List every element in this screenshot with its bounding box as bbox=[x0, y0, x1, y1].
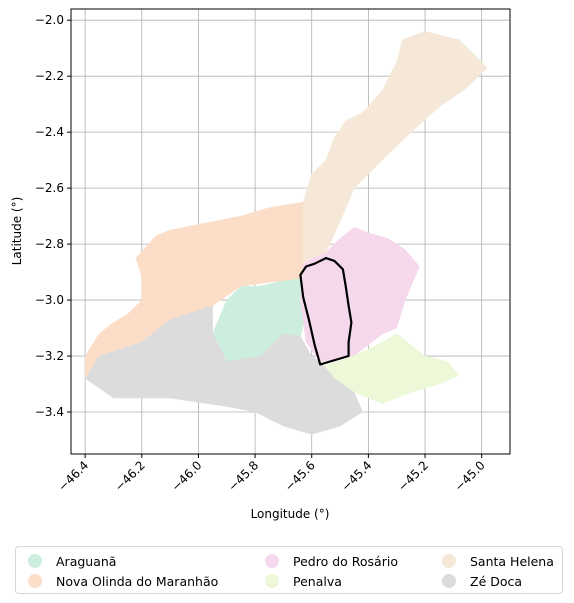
legend-swatch-araguana bbox=[28, 554, 42, 568]
legend-swatch-pedro-do-rosario bbox=[265, 554, 279, 568]
legend-item-penalva: Penalva bbox=[265, 572, 342, 590]
legend-item-santa-helena: Santa Helena bbox=[442, 552, 554, 570]
legend-item-nova-olinda: Nova Olinda do Maranhão bbox=[28, 572, 218, 590]
map-figure: −46.4 −46.2 −46.0 −45.8 −45.6 −45.4 −45.2 −45.0… bbox=[0, 0, 574, 540]
legend-label: Santa Helena bbox=[470, 554, 554, 569]
x-tick-label: −45.8 bbox=[225, 458, 261, 494]
x-tick-label: −45.2 bbox=[395, 458, 431, 494]
legend-swatch-santa-helena bbox=[442, 554, 456, 568]
y-axis-title: Latitude (°) bbox=[10, 197, 24, 266]
regions-layer bbox=[85, 31, 487, 434]
y-tick-label: −3.0 bbox=[35, 293, 64, 307]
legend-item-araguana: Araguanã bbox=[28, 552, 116, 570]
x-tick-label: −45.4 bbox=[339, 458, 375, 494]
y-tick-label: −2.2 bbox=[35, 69, 64, 83]
x-axis-title: Longitude (°) bbox=[251, 507, 330, 521]
x-tick-label: −45.0 bbox=[452, 458, 488, 494]
y-tick-label: −3.2 bbox=[35, 349, 64, 363]
legend-label: Araguanã bbox=[56, 554, 116, 569]
legend-label: Pedro do Rosário bbox=[293, 554, 398, 569]
legend-item-pedro-do-rosario: Pedro do Rosário bbox=[265, 552, 398, 570]
y-tick-label: −2.4 bbox=[35, 125, 64, 139]
legend-label: Zé Doca bbox=[470, 574, 522, 589]
region-santa-helena bbox=[303, 31, 487, 263]
y-tick-label: −3.4 bbox=[35, 405, 64, 419]
legend-label: Nova Olinda do Maranhão bbox=[56, 574, 218, 589]
legend-swatch-penalva bbox=[265, 574, 279, 588]
y-tick-label: −2.0 bbox=[35, 13, 64, 27]
legend-swatch-ze-doca bbox=[442, 574, 456, 588]
y-tick-label: −2.6 bbox=[35, 181, 64, 195]
legend: Araguanã Nova Olinda do Maranhão Pedro d… bbox=[15, 546, 563, 594]
legend-item-ze-doca: Zé Doca bbox=[442, 572, 522, 590]
legend-swatch-nova-olinda bbox=[28, 574, 42, 588]
x-tick-label: −46.4 bbox=[55, 458, 91, 494]
x-tick-label: −45.6 bbox=[282, 458, 318, 494]
y-tick-label: −2.8 bbox=[35, 237, 64, 251]
legend-label: Penalva bbox=[293, 574, 342, 589]
x-tick-label: −46.2 bbox=[112, 458, 148, 494]
x-tick-label: −46.0 bbox=[169, 458, 205, 494]
